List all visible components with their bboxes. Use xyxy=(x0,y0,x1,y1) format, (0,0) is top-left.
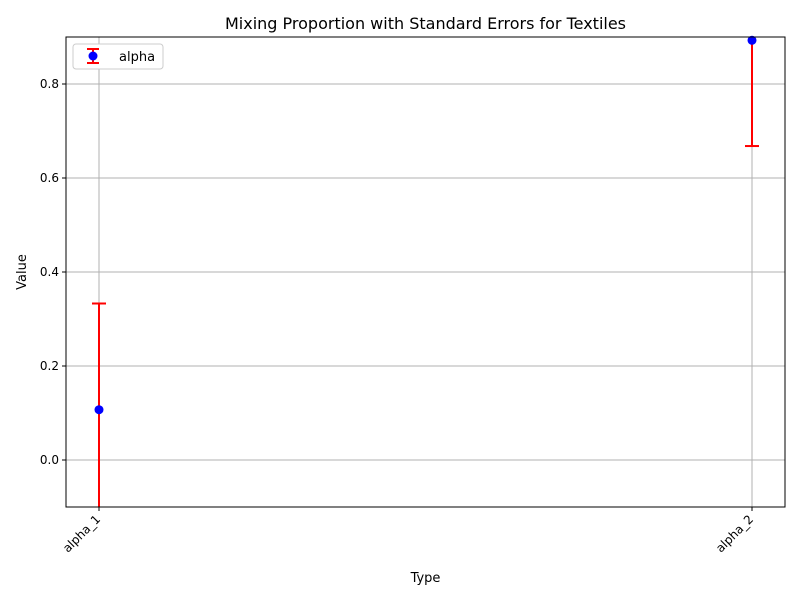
data-point xyxy=(747,35,757,45)
x-axis-label: Type xyxy=(410,571,441,586)
legend: alpha xyxy=(72,43,164,70)
y-tick-label: 0.6 xyxy=(40,171,59,185)
data-point xyxy=(94,405,104,415)
y-tick-label: 0.0 xyxy=(40,453,59,467)
y-tick-label: 0.4 xyxy=(40,265,59,279)
legend-label: alpha xyxy=(119,50,155,65)
y-tick-label: 0.8 xyxy=(40,77,59,91)
chart-title: Mixing Proportion with Standard Errors f… xyxy=(225,14,626,33)
y-tick-label: 0.2 xyxy=(40,359,59,373)
y-axis-label: Value xyxy=(15,254,30,290)
grid-lines xyxy=(66,37,785,507)
y-axis-ticks: 0.0 0.2 0.4 0.6 0.8 xyxy=(40,77,66,467)
legend-marker xyxy=(88,51,98,61)
data-markers xyxy=(94,35,757,415)
legend-key xyxy=(87,48,99,64)
